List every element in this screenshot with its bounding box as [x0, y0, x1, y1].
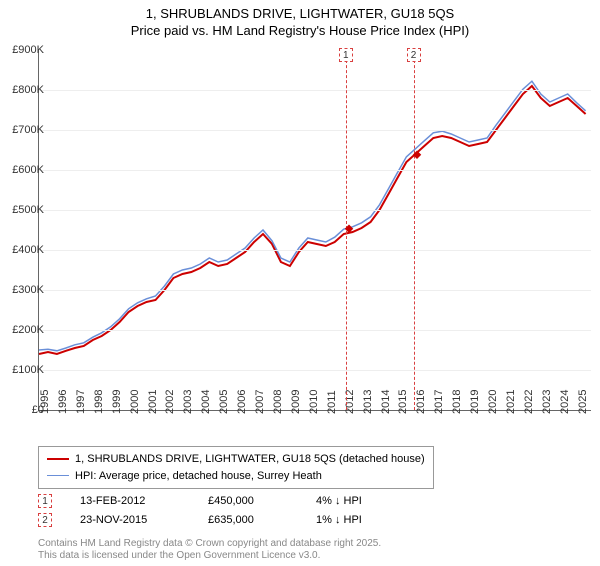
series-hpi [39, 81, 586, 351]
sale-price: £635,000 [208, 511, 288, 530]
y-axis-tick: £100K [12, 364, 44, 376]
x-axis-tick: 2014 [380, 390, 392, 414]
x-axis-tick: 2004 [200, 390, 212, 414]
marker-box-2: 2 [407, 48, 421, 62]
x-axis-tick: 2019 [469, 390, 481, 414]
x-axis-tick: 1998 [93, 390, 105, 414]
x-axis-tick: 1996 [57, 390, 69, 414]
x-axis-tick: 2013 [362, 390, 374, 414]
x-axis-tick: 2005 [218, 390, 230, 414]
sale-row: 2 23-NOV-2015 £635,000 1% ↓ HPI [38, 511, 362, 530]
marker-line-2 [414, 50, 415, 410]
x-axis-tick: 2015 [397, 390, 409, 414]
footer-line-2: This data is licensed under the Open Gov… [38, 550, 381, 562]
legend: 1, SHRUBLANDS DRIVE, LIGHTWATER, GU18 5Q… [38, 446, 434, 489]
y-axis-tick: £200K [12, 324, 44, 336]
chart-container: 1, SHRUBLANDS DRIVE, LIGHTWATER, GU18 5Q… [0, 6, 600, 566]
sale-date: 13-FEB-2012 [80, 492, 180, 511]
sale-row: 1 13-FEB-2012 £450,000 4% ↓ HPI [38, 492, 362, 511]
x-axis-tick: 2002 [164, 390, 176, 414]
x-axis-tick: 2009 [290, 390, 302, 414]
x-axis-tick: 2024 [559, 390, 571, 414]
x-axis-tick: 2018 [451, 390, 463, 414]
title-line-1: 1, SHRUBLANDS DRIVE, LIGHTWATER, GU18 5Q… [0, 6, 600, 23]
y-axis-tick: £500K [12, 204, 44, 216]
legend-label: 1, SHRUBLANDS DRIVE, LIGHTWATER, GU18 5Q… [75, 451, 425, 468]
plot-area: 1995199619971998199920002001200220032004… [38, 50, 591, 411]
sale-marker: 1 [38, 494, 52, 508]
x-axis-tick: 2023 [541, 390, 553, 414]
y-axis-tick: £0 [32, 404, 44, 416]
x-axis-tick: 2008 [272, 390, 284, 414]
x-axis-tick: 2022 [523, 390, 535, 414]
x-axis-tick: 2007 [254, 390, 266, 414]
chart-title: 1, SHRUBLANDS DRIVE, LIGHTWATER, GU18 5Q… [0, 6, 600, 40]
sale-diff: 1% ↓ HPI [316, 511, 362, 530]
x-axis-tick: 1999 [111, 390, 123, 414]
y-axis-tick: £300K [12, 284, 44, 296]
x-axis-tick: 2001 [147, 390, 159, 414]
x-axis-tick: 2025 [577, 390, 589, 414]
sale-diff: 4% ↓ HPI [316, 492, 362, 511]
marker-box-1: 1 [339, 48, 353, 62]
x-axis-tick: 1997 [75, 390, 87, 414]
legend-item: 1, SHRUBLANDS DRIVE, LIGHTWATER, GU18 5Q… [47, 451, 425, 468]
y-axis-tick: £400K [12, 244, 44, 256]
x-axis-tick: 2000 [129, 390, 141, 414]
y-axis-tick: £600K [12, 164, 44, 176]
y-axis-tick: £900K [12, 44, 44, 56]
x-axis-tick: 2020 [487, 390, 499, 414]
footer-line-1: Contains HM Land Registry data © Crown c… [38, 538, 381, 550]
footer: Contains HM Land Registry data © Crown c… [38, 538, 381, 562]
chart-svg [39, 50, 591, 410]
x-axis-tick: 2016 [415, 390, 427, 414]
x-axis-tick: 2010 [308, 390, 320, 414]
legend-swatch [47, 475, 69, 476]
sale-marker: 2 [38, 513, 52, 527]
y-axis-tick: £800K [12, 84, 44, 96]
x-axis-tick: 2003 [182, 390, 194, 414]
legend-item: HPI: Average price, detached house, Surr… [47, 468, 425, 485]
x-axis-tick: 2006 [236, 390, 248, 414]
x-axis-tick: 2021 [505, 390, 517, 414]
legend-swatch [47, 458, 69, 460]
x-axis-tick: 2011 [326, 390, 338, 414]
sale-date: 23-NOV-2015 [80, 511, 180, 530]
title-line-2: Price paid vs. HM Land Registry's House … [0, 23, 600, 40]
legend-label: HPI: Average price, detached house, Surr… [75, 468, 322, 485]
sale-price: £450,000 [208, 492, 288, 511]
sales-table: 1 13-FEB-2012 £450,000 4% ↓ HPI 2 23-NOV-2015… [38, 492, 362, 529]
y-axis-tick: £700K [12, 124, 44, 136]
x-axis-tick: 2017 [433, 390, 445, 414]
series-price_paid [39, 86, 586, 354]
